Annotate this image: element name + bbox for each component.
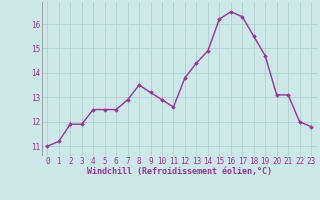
X-axis label: Windchill (Refroidissement éolien,°C): Windchill (Refroidissement éolien,°C)	[87, 167, 272, 176]
